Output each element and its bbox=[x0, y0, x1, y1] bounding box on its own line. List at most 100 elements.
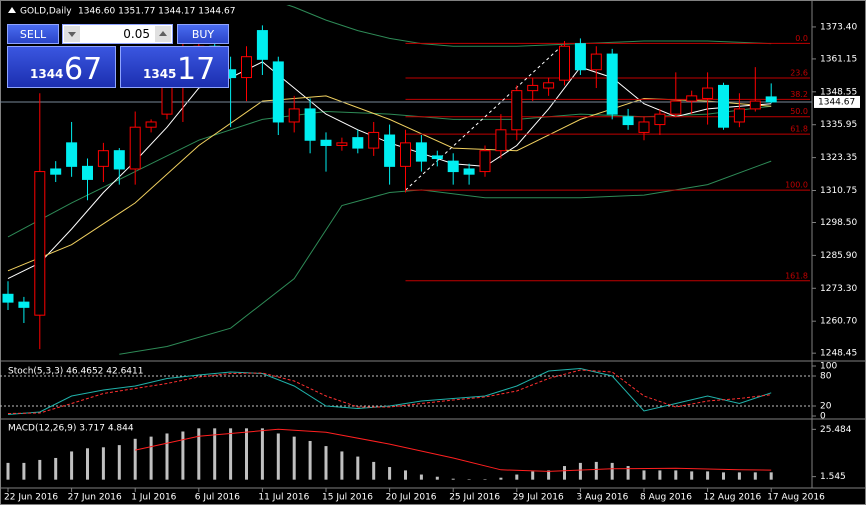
fib-level-label: 23.6 bbox=[790, 69, 808, 78]
ask-price-minor: 17 bbox=[177, 52, 216, 87]
candle-body bbox=[463, 168, 475, 175]
histogram-bar bbox=[308, 440, 312, 480]
candle-body bbox=[447, 160, 459, 173]
y-tick-label: 0 bbox=[820, 412, 826, 422]
candle-body bbox=[718, 84, 729, 128]
histogram-bar bbox=[737, 472, 741, 480]
histogram-bar bbox=[86, 448, 89, 480]
indicator-line bbox=[7, 367, 772, 415]
spin-down-arrow bbox=[68, 32, 76, 37]
y-tick-label: 1348.55 bbox=[820, 87, 857, 97]
chart-symbol: GOLD,Daily bbox=[20, 7, 72, 17]
y-tick-label: 1323.35 bbox=[820, 153, 857, 163]
histogram-bar bbox=[435, 476, 439, 480]
histogram-bar bbox=[626, 466, 630, 480]
histogram-bar bbox=[70, 451, 74, 480]
ask-price[interactable]: 1345 17 bbox=[120, 46, 229, 88]
candle-body bbox=[606, 53, 618, 115]
fib-level-label: 161.8 bbox=[785, 271, 808, 280]
candle-body bbox=[256, 30, 268, 60]
x-tick-label: 17 Aug 2016 bbox=[767, 493, 825, 503]
axes: 0.0 23.6 38.2 50.0 61.8 100.0 161.8 1373.40 1361… bbox=[4, 22, 860, 503]
candle-body bbox=[527, 84, 539, 92]
y-tick-label: 20 bbox=[820, 402, 832, 412]
histogram-bar bbox=[356, 456, 360, 480]
macd-plot bbox=[6, 428, 773, 480]
histogram-bar bbox=[769, 472, 773, 480]
candle-body bbox=[66, 142, 78, 167]
histogram-bar bbox=[658, 470, 662, 480]
candle-body bbox=[543, 82, 555, 89]
candle-body bbox=[304, 108, 316, 141]
y-tick-label: 1273.30 bbox=[820, 284, 857, 294]
histogram-bar bbox=[372, 461, 376, 480]
indicator-title: Stoch(5,3,3) 46.4652 42.6411 bbox=[8, 367, 143, 377]
histogram-bar bbox=[22, 462, 26, 480]
x-tick-label: 29 Jul 2016 bbox=[513, 493, 564, 503]
indicator-title: MACD(12,26,9) 3.717 4.844 bbox=[8, 424, 134, 434]
stoch-plot bbox=[0, 367, 812, 415]
candle-body bbox=[686, 95, 698, 102]
candle-body bbox=[765, 96, 777, 103]
candle-body bbox=[479, 150, 491, 173]
candle-body bbox=[320, 139, 332, 146]
y-tick-label: 80 bbox=[820, 372, 832, 382]
y-tick-label: 1.545 bbox=[820, 472, 846, 482]
lot-size-field[interactable]: 0.05 bbox=[62, 24, 173, 44]
fib-level-label: 50.0 bbox=[790, 107, 808, 116]
histogram-bar bbox=[690, 471, 694, 480]
histogram-bar bbox=[483, 479, 487, 480]
candle-body bbox=[34, 171, 46, 316]
candle-body bbox=[2, 293, 14, 303]
candle-body bbox=[654, 113, 666, 126]
fib-level-label: 38.2 bbox=[790, 90, 808, 99]
collapse-icon[interactable] bbox=[8, 7, 16, 13]
candle-body bbox=[368, 131, 380, 149]
histogram-bar bbox=[245, 428, 248, 480]
signal-line bbox=[135, 428, 772, 472]
histogram-bar bbox=[181, 431, 185, 480]
candle-body bbox=[272, 61, 284, 123]
x-tick-label: 12 Aug 2016 bbox=[704, 493, 762, 503]
candle-body bbox=[670, 100, 682, 115]
candle-body bbox=[590, 53, 602, 71]
histogram-bar bbox=[133, 438, 137, 480]
histogram-bar bbox=[674, 470, 678, 480]
histogram-bar bbox=[594, 461, 598, 480]
sell-button[interactable]: SELL bbox=[7, 24, 59, 44]
histogram-bar bbox=[451, 478, 455, 480]
histogram-bar bbox=[101, 447, 105, 480]
histogram-bar bbox=[38, 459, 42, 480]
x-tick-label: 20 Jul 2016 bbox=[386, 493, 437, 503]
histogram-bar bbox=[563, 466, 566, 480]
x-tick-label: 11 Jul 2016 bbox=[258, 493, 309, 503]
current-price-box bbox=[814, 95, 860, 108]
histogram-bar bbox=[229, 428, 233, 480]
y-tick-label: 25.484 bbox=[820, 425, 852, 435]
histogram-bar bbox=[642, 470, 646, 480]
y-tick-label: 100 bbox=[820, 362, 837, 372]
y-tick-label: 1260.70 bbox=[820, 317, 857, 327]
candle-body bbox=[622, 116, 634, 126]
lot-spinners bbox=[64, 26, 171, 42]
buy-button[interactable]: BUY bbox=[177, 24, 229, 44]
histogram-bar bbox=[499, 477, 503, 480]
histogram-bar bbox=[531, 471, 535, 480]
candle-body bbox=[129, 126, 141, 170]
ask-price-major: 1345 bbox=[143, 67, 177, 81]
histogram-bar bbox=[404, 470, 407, 480]
bid-price-minor: 67 bbox=[64, 52, 103, 87]
histogram-bar bbox=[165, 433, 169, 480]
candle-body bbox=[702, 87, 714, 99]
x-tick-label: 8 Aug 2016 bbox=[640, 493, 692, 503]
histogram-bar bbox=[260, 428, 264, 480]
histogram-bar bbox=[197, 428, 201, 480]
candle-body bbox=[352, 137, 364, 149]
bid-price[interactable]: 1344 67 bbox=[7, 46, 116, 88]
candle-body bbox=[431, 155, 443, 160]
x-tick-label: 25 Jul 2016 bbox=[449, 493, 500, 503]
x-tick-label: 22 Jun 2016 bbox=[4, 493, 58, 503]
candle-body bbox=[145, 121, 157, 128]
histogram-bar bbox=[6, 462, 10, 480]
